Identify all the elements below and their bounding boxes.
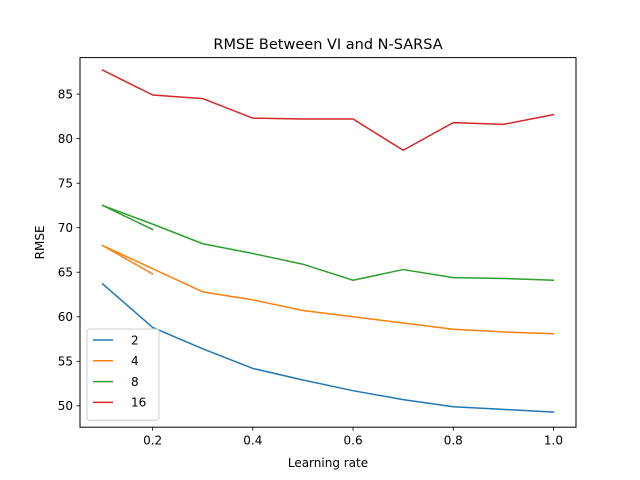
x-axis: 0.2 0.4 0.6 0.8 1.0 (143, 427, 563, 448)
x-tick-label: 0.8 (444, 434, 463, 448)
legend-label-4: 4 (131, 354, 139, 368)
series-line-8 (101, 204, 555, 282)
series-layer (101, 69, 555, 413)
x-tick-label: 0.2 (143, 434, 162, 448)
series-line-extra-2 (101, 244, 154, 276)
legend-label-8: 8 (131, 375, 139, 389)
legend-label-16: 16 (131, 396, 146, 410)
plot-area-frame (79, 57, 577, 428)
y-tick-label: 75 (58, 176, 73, 190)
y-tick-label: 85 (58, 87, 73, 101)
legend-box (86, 328, 160, 421)
chart-title: RMSE Between VI and N-SARSA (213, 37, 442, 53)
legend-label-2: 2 (131, 333, 139, 347)
series-line-extra-4 (101, 204, 154, 231)
x-tick-label: 0.4 (243, 434, 262, 448)
y-tick-label: 80 (58, 132, 73, 146)
x-tick-label: 1.0 (544, 434, 563, 448)
x-tick-label: 0.6 (344, 434, 363, 448)
series-line-16 (101, 69, 555, 151)
y-tick-label: 60 (58, 310, 73, 324)
y-axis: 50 55 60 65 70 75 80 85 (58, 87, 80, 413)
y-tick-label: 70 (58, 221, 73, 235)
x-axis-label: Learning rate (288, 456, 368, 470)
y-tick-label: 50 (58, 399, 73, 413)
legend: 2 4 8 16 (86, 328, 160, 421)
series-line-4 (101, 244, 555, 335)
y-axis-label: RMSE (33, 225, 47, 259)
series-line-2 (101, 282, 555, 413)
y-tick-label: 65 (58, 266, 73, 280)
y-tick-label: 55 (58, 355, 73, 369)
